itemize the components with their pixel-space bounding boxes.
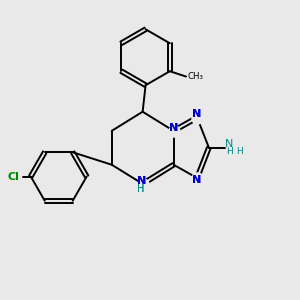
Text: N: N [193,109,202,119]
Text: H: H [236,147,243,156]
Text: N: N [136,176,146,186]
Text: Cl: Cl [8,172,20,182]
Text: N: N [225,139,234,149]
Text: N: N [169,123,178,133]
Text: N: N [169,123,178,133]
Text: N: N [136,176,146,186]
Text: H: H [137,184,145,194]
Text: CH₃: CH₃ [188,72,203,81]
Text: N: N [193,175,202,185]
Text: N: N [193,109,202,119]
Text: N: N [193,175,202,185]
Text: H: H [226,147,233,156]
Text: H: H [137,184,145,194]
